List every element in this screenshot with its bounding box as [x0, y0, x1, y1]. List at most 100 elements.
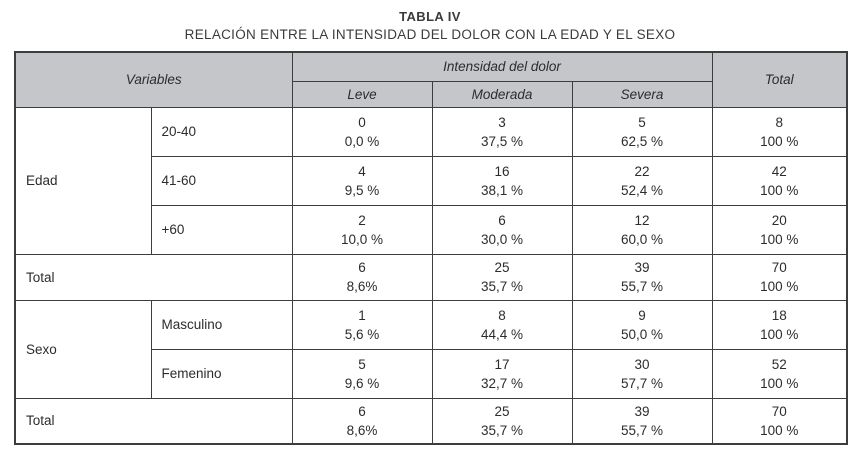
header-row-subcolumns: Leve Moderada Severa: [15, 80, 847, 108]
cell-total-sexo-total: 70 100 %: [711, 397, 848, 445]
cell-edad-60-total: 20 100 %: [711, 204, 848, 255]
cell-count: 12: [634, 212, 650, 228]
cell-femenino-severa: 30 57,7 %: [571, 348, 713, 399]
cell-count: 22: [634, 163, 650, 179]
cell-count: 9: [638, 307, 646, 323]
cell-percent: 52,4 %: [620, 182, 664, 198]
table-row-total-sexo: Total 6 8,6% 25 35,7 % 39 55,7 % 70 100 …: [14, 397, 848, 445]
cell-femenino-moderada: 17 32,7 %: [431, 348, 573, 399]
header-moderada: Moderada: [431, 80, 573, 108]
cell-count: 2: [358, 212, 366, 228]
cell-count: 39: [634, 260, 650, 275]
cell-total-sexo-leve: 6 8,6%: [291, 397, 433, 445]
cell-edad-41-60-severa: 22 52,4 %: [571, 155, 713, 206]
cell-percent: 55,7 %: [620, 422, 664, 438]
header-intensity-group: Intensidad del dolor: [291, 51, 713, 82]
cell-percent: 30,0 %: [480, 231, 524, 247]
cell-edad-20-40-total: 8 100 %: [711, 106, 848, 157]
cell-total-edad-moderada: 25 35,7 %: [431, 253, 573, 301]
cell-count: 17: [494, 356, 510, 372]
cell-masculino-severa: 9 50,0 %: [571, 299, 713, 350]
cell-total-sexo-moderada: 25 35,7 %: [431, 397, 573, 445]
cell-percent: 100 %: [760, 279, 799, 294]
cell-edad-41-60-leve: 4 9,5 %: [291, 155, 433, 206]
header-row-group: Variables Intensidad del dolor Total: [14, 51, 848, 108]
cell-count: 30: [634, 356, 650, 372]
cell-percent: 100 %: [760, 326, 799, 342]
header-leve: Leve: [291, 80, 433, 108]
cell-edad-20-40-leve: 0 0,0 %: [291, 106, 433, 157]
cell-percent: 100 %: [760, 375, 799, 391]
cell-percent: 55,7 %: [620, 279, 664, 294]
group-label-sexo: Sexo: [14, 299, 152, 399]
cell-count: 5: [638, 114, 646, 130]
cell-percent: 32,7 %: [480, 375, 524, 391]
cell-edad-60-leve: 2 10,0 %: [291, 204, 433, 255]
cell-count: 4: [358, 163, 366, 179]
table-subtitle: RELACIÓN ENTRE LA INTENSIDAD DEL DOLOR C…: [184, 27, 676, 42]
cell-count: 6: [358, 403, 366, 419]
cell-percent: 9,6 %: [344, 375, 380, 391]
cell-percent: 9,5 %: [344, 182, 380, 198]
cell-femenino-total: 52 100 %: [711, 348, 848, 399]
cell-count: 42: [771, 163, 787, 179]
table-row: Sexo Masculino 1 5,6 % 8 44,4 % 9 50,0 %…: [14, 299, 848, 399]
cell-edad-41-60-total: 42 100 %: [711, 155, 848, 206]
row-label-femenino: Femenino: [150, 348, 293, 399]
cell-percent: 44,4 %: [480, 326, 524, 342]
table-number-title: TABLA IV: [399, 9, 461, 24]
cell-count: 25: [494, 260, 510, 275]
cell-count: 20: [771, 212, 787, 228]
cell-masculino-leve: 1 5,6 %: [291, 299, 433, 350]
table-row: Edad 20-40 0 0,0 % 3 37,5 % 5 62,5 % 8 1…: [14, 106, 848, 255]
cell-count: 8: [498, 307, 506, 323]
cell-percent: 35,7 %: [480, 422, 524, 438]
cell-total-edad-severa: 39 55,7 %: [571, 253, 713, 301]
cell-percent: 62,5 %: [620, 133, 664, 149]
cell-count: 70: [771, 260, 787, 275]
cell-total-sexo-severa: 39 55,7 %: [571, 397, 713, 445]
cell-percent: 57,7 %: [620, 375, 664, 391]
cell-percent: 50,0 %: [620, 326, 664, 342]
cell-percent: 8,6%: [346, 279, 378, 294]
cell-count: 5: [358, 356, 366, 372]
row-label-masculino: Masculino: [150, 299, 293, 350]
cell-count: 52: [771, 356, 787, 372]
cell-percent: 100 %: [760, 182, 799, 198]
table-row: 41-60 4 9,5 % 16 38,1 % 22 52,4 % 42 100…: [15, 155, 848, 206]
table-row-total-edad: Total 6 8,6% 25 35,7 % 39 55,7 % 70 100 …: [14, 253, 848, 301]
cell-total-edad-total: 70 100 %: [711, 253, 848, 301]
cell-count: 39: [634, 403, 650, 419]
cell-percent: 60,0 %: [620, 231, 664, 247]
cell-masculino-moderada: 8 44,4 %: [431, 299, 573, 350]
cell-femenino-leve: 5 9,6 %: [291, 348, 433, 399]
cell-percent: 8,6%: [346, 422, 378, 438]
cell-count: 0: [358, 114, 366, 130]
header-total: Total: [711, 51, 848, 108]
group-label-edad: Edad: [14, 106, 152, 255]
cell-percent: 35,7 %: [480, 279, 524, 294]
cell-count: 1: [358, 307, 366, 323]
cell-edad-60-moderada: 6 30,0 %: [431, 204, 573, 255]
cell-percent: 100 %: [760, 422, 799, 438]
cell-percent: 100 %: [760, 231, 799, 247]
cell-count: 6: [358, 260, 366, 275]
total-edad-label: Total: [14, 253, 293, 301]
cell-percent: 38,1 %: [480, 182, 524, 198]
row-label-41-60: 41-60: [150, 155, 293, 206]
cell-masculino-total: 18 100 %: [711, 299, 848, 350]
cell-percent: 0,0 %: [344, 133, 380, 149]
cell-edad-41-60-moderada: 16 38,1 %: [431, 155, 573, 206]
total-sexo-label: Total: [14, 397, 293, 445]
cell-percent: 10,0 %: [340, 231, 384, 247]
cell-total-edad-leve: 6 8,6%: [291, 253, 433, 301]
cell-edad-60-severa: 12 60,0 %: [571, 204, 713, 255]
statistics-table: Variables Intensidad del dolor Total Lev…: [14, 51, 849, 445]
cell-percent: 5,6 %: [344, 326, 380, 342]
cell-percent: 100 %: [760, 133, 799, 149]
cell-edad-20-40-moderada: 3 37,5 %: [431, 106, 573, 157]
cell-count: 70: [771, 403, 787, 419]
cell-edad-20-40-severa: 5 62,5 %: [571, 106, 713, 157]
header-severa: Severa: [571, 80, 713, 108]
